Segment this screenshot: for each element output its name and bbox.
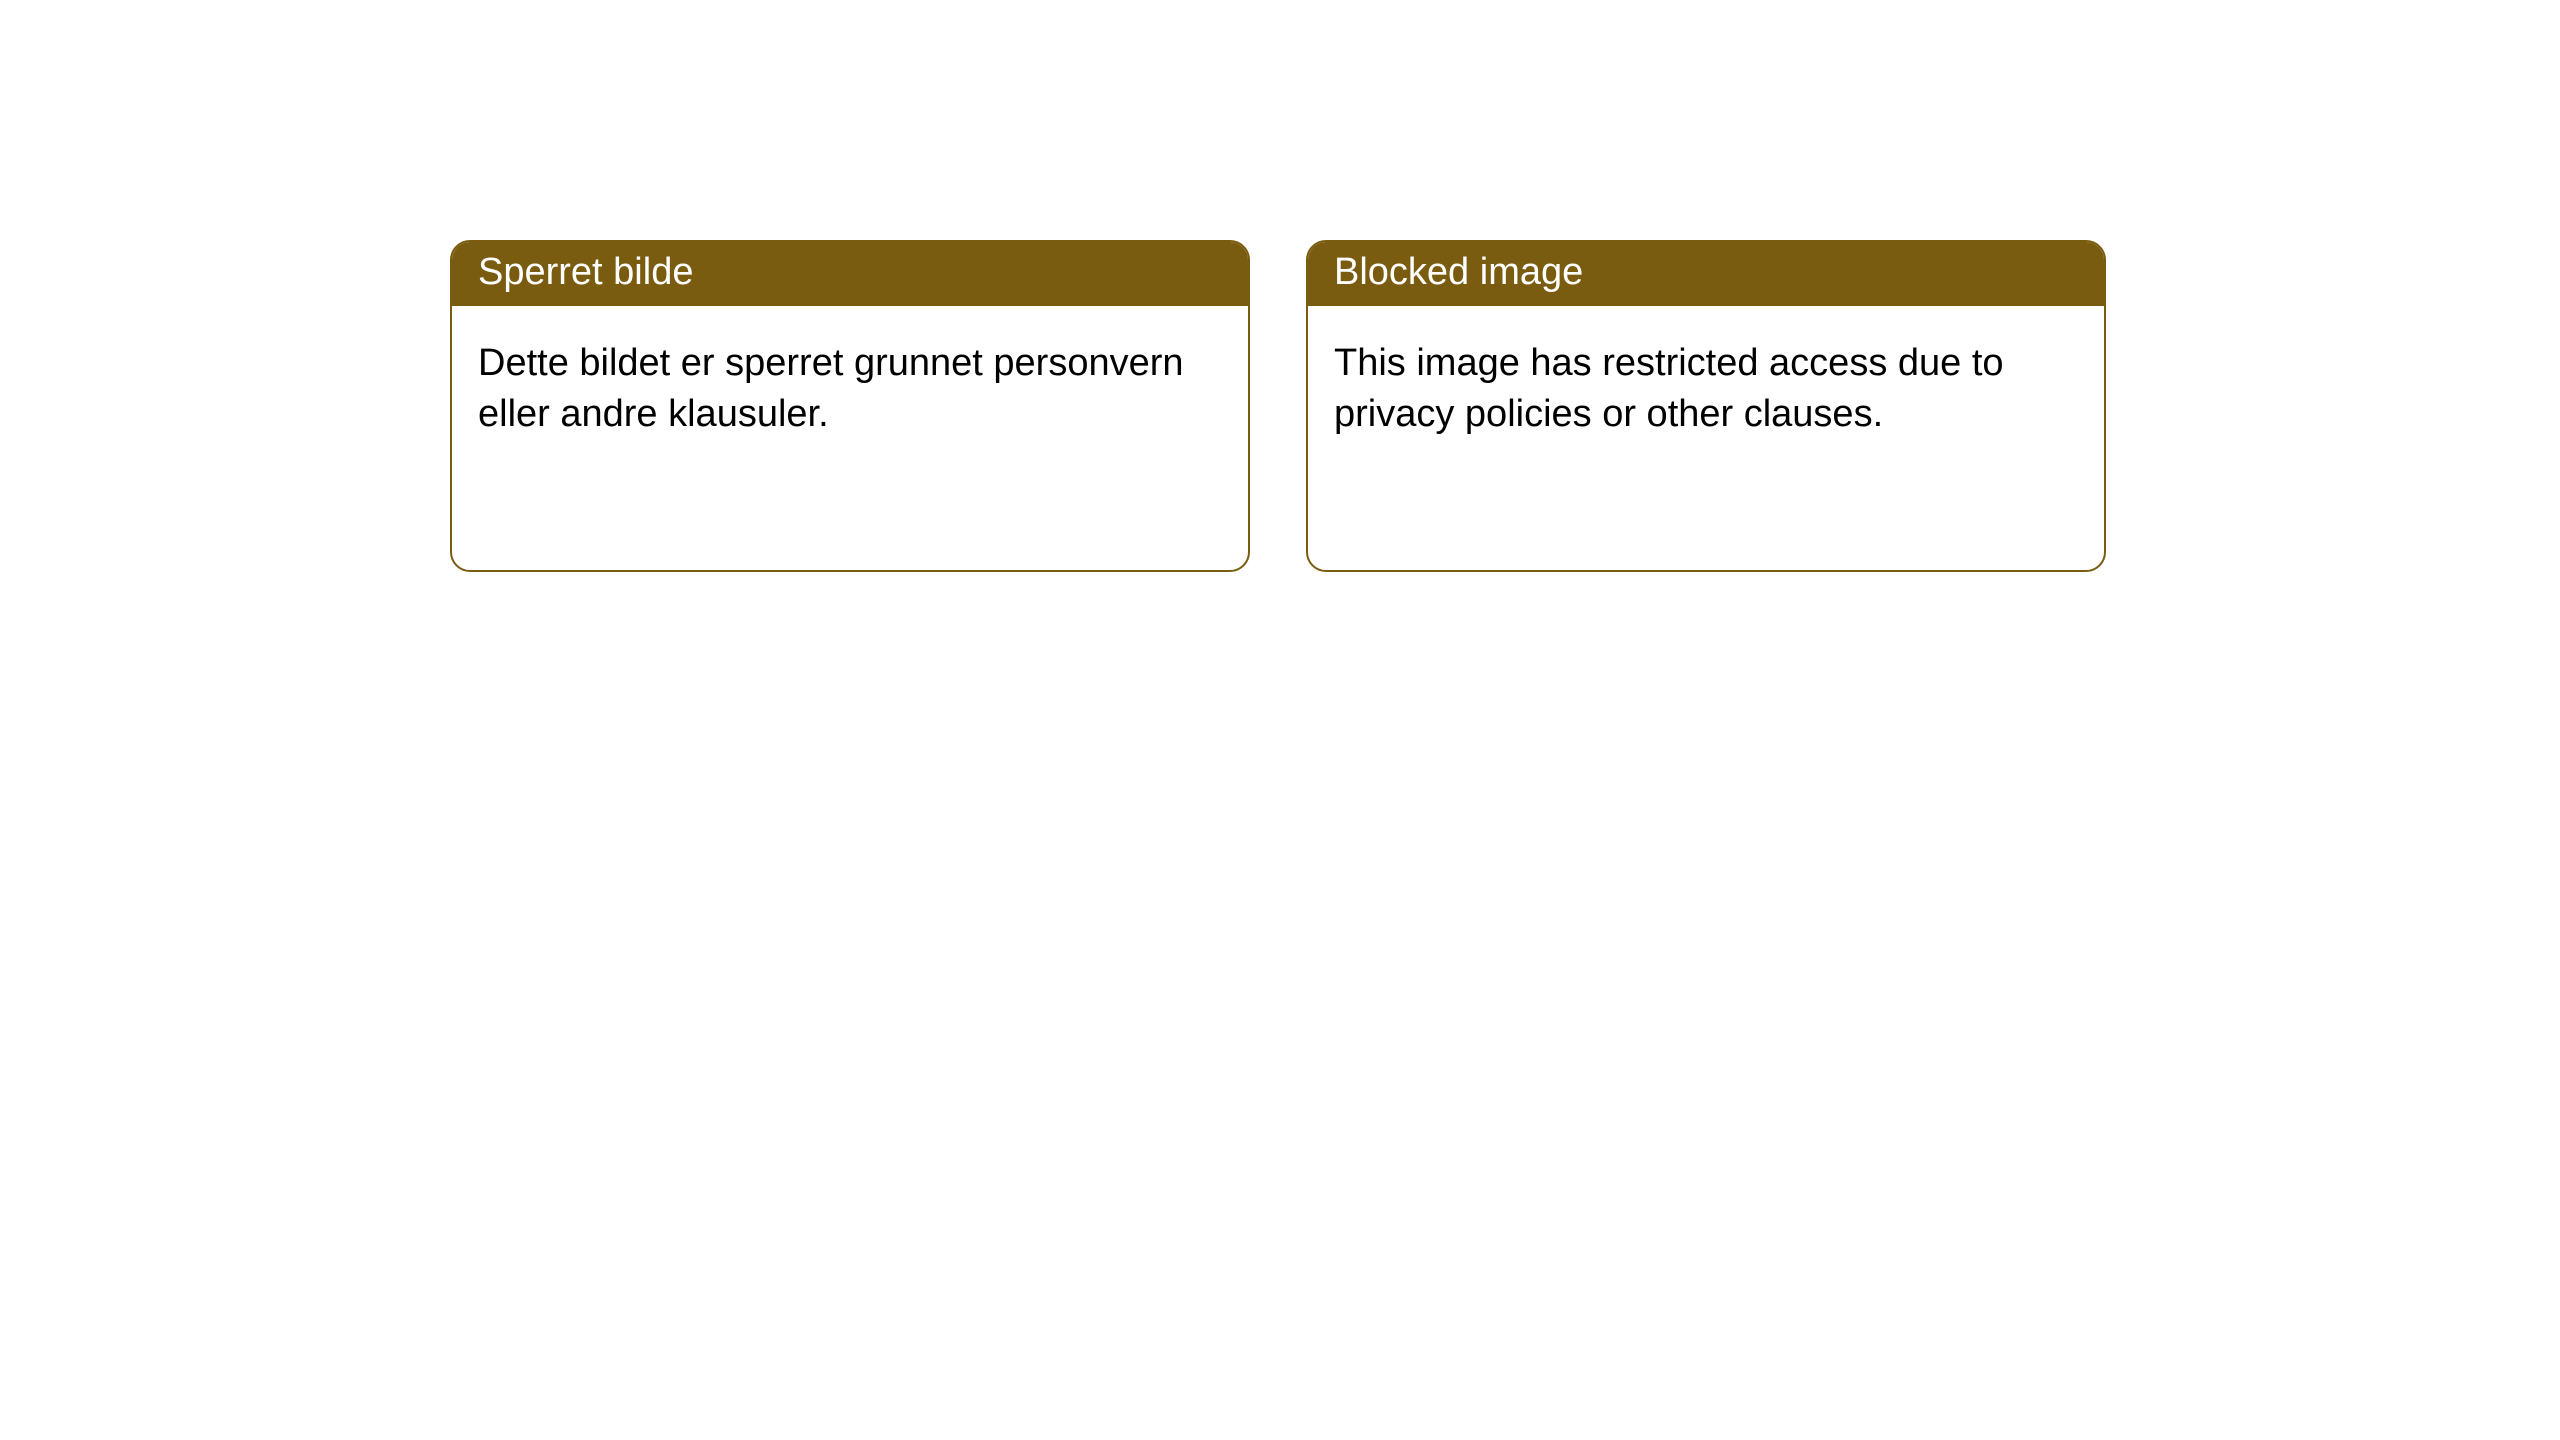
card-body-norwegian: Dette bildet er sperret grunnet personve…: [452, 306, 1248, 461]
card-message: This image has restricted access due to …: [1334, 342, 2004, 435]
notice-card-norwegian: Sperret bilde Dette bildet er sperret gr…: [450, 240, 1250, 572]
notice-container: Sperret bilde Dette bildet er sperret gr…: [0, 0, 2560, 572]
card-body-english: This image has restricted access due to …: [1308, 306, 2104, 461]
notice-card-english: Blocked image This image has restricted …: [1306, 240, 2106, 572]
card-header-english: Blocked image: [1308, 242, 2104, 306]
card-title: Blocked image: [1334, 251, 1583, 293]
card-message: Dette bildet er sperret grunnet personve…: [478, 342, 1184, 435]
card-header-norwegian: Sperret bilde: [452, 242, 1248, 306]
card-title: Sperret bilde: [478, 251, 693, 293]
